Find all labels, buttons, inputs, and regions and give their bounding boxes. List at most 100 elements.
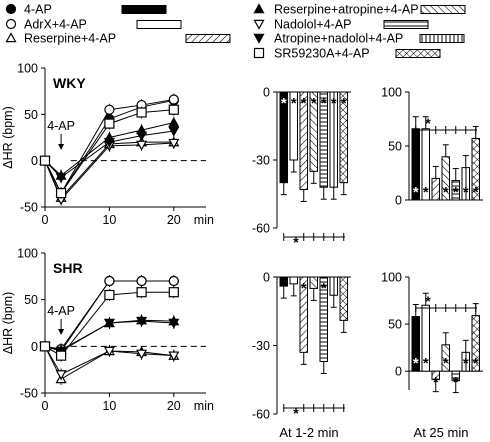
bar	[431, 177, 440, 201]
y-axis-label: ΔHR (bpm)	[1, 292, 15, 355]
panel-title: WKY	[53, 75, 86, 91]
legend-label: Reserpine+4-AP	[24, 32, 116, 46]
data-point	[39, 155, 51, 166]
panel-title: SHR	[53, 260, 83, 276]
significance-star: *	[281, 95, 287, 112]
y-tick-label: 100	[381, 86, 402, 100]
data-point	[103, 346, 115, 357]
data-point	[136, 131, 148, 142]
data-point	[168, 287, 179, 298]
bar	[279, 276, 288, 287]
significance-star: *	[453, 184, 459, 201]
legend-label: Nadolol+4-AP	[274, 18, 351, 32]
significance-star: *	[341, 95, 347, 112]
data-point	[104, 104, 115, 115]
legend-bar-swatch	[395, 49, 441, 58]
legend-marker	[253, 47, 265, 59]
data-point	[104, 289, 115, 301]
data-point	[136, 275, 147, 287]
significance-star: *	[473, 355, 479, 372]
legend-label: SR59230A+4-AP	[274, 47, 370, 61]
significance-star: *	[291, 95, 297, 112]
data-point	[39, 341, 51, 352]
y-tick-label: -50	[20, 387, 38, 401]
line-panel: -50 0 50 100 0 10 20 min ΔHR (bpm) WKY 4-AP	[1, 62, 214, 228]
x-tick-label: 10	[102, 213, 116, 227]
significance-star: *	[463, 355, 469, 372]
plot-area: -50 0 50 100 0 10 20 min ΔHR (bpm) WKY 4-AP -50 0 50 1…	[1, 62, 483, 422]
data-point	[104, 118, 115, 129]
stimulus-arrowhead	[58, 144, 65, 150]
stimulus-label: 4-AP	[47, 119, 75, 133]
significance-star: *	[433, 374, 439, 391]
legend-label: 4-AP	[24, 3, 52, 17]
significance-star: *	[301, 280, 307, 297]
legend-bar-swatch	[420, 5, 466, 14]
data-point	[136, 316, 148, 327]
line-panel: -50 0 50 100 0 10 20 min ΔHR (bpm) SHR 4-AP	[1, 247, 214, 414]
significance-star: *	[423, 355, 429, 372]
legend-bar-swatch	[121, 5, 167, 14]
y-axis-label: ΔHR (bpm)	[1, 106, 15, 169]
y-tick-label: 50	[388, 318, 402, 332]
y-tick-label: 50	[388, 140, 402, 154]
legend-bar-swatch	[383, 20, 429, 29]
y-tick-label: -60	[252, 408, 270, 422]
significance-star: *	[311, 95, 317, 112]
x-tick-label: 0	[42, 399, 49, 413]
x-unit-label: min	[194, 399, 214, 413]
significance-star: *	[321, 280, 327, 297]
legend-bar-swatch	[136, 20, 182, 29]
legend-marker	[5, 18, 17, 30]
bottom-label-late: At 25 min	[414, 425, 469, 440]
x-tick-label: 20	[167, 399, 181, 413]
bar	[339, 91, 348, 184]
y-tick-label: -50	[20, 201, 38, 215]
y-tick-label: 0	[31, 154, 38, 168]
significance-star: *	[443, 184, 449, 201]
y-tick-label: 100	[17, 247, 38, 261]
bar-panel: -60-300* * * * * * **	[252, 86, 351, 250]
bracket-star: *	[293, 234, 299, 250]
data-point	[168, 351, 180, 362]
stimulus-arrowhead	[58, 329, 65, 335]
bar	[309, 276, 318, 289]
data-point	[55, 173, 67, 184]
significance-star: *	[331, 95, 337, 112]
legend-marker	[5, 3, 17, 15]
legend-bar-swatch	[419, 34, 465, 43]
significance-star: *	[473, 184, 479, 201]
data-point	[136, 349, 148, 360]
data-point	[55, 188, 67, 199]
y-tick-label: 100	[17, 62, 38, 76]
data-point	[136, 107, 147, 118]
legend-label: Reserpine+atropine+4-AP	[274, 3, 419, 17]
data-point	[168, 94, 179, 105]
significance-star: *	[463, 184, 469, 201]
y-tick-label: 50	[24, 108, 38, 122]
y-tick-label: 0	[263, 271, 270, 285]
data-point	[55, 370, 67, 381]
y-tick-label: 0	[395, 365, 402, 379]
y-tick-label: 0	[31, 340, 38, 354]
bar	[339, 276, 348, 321]
significance-star: *	[453, 374, 459, 391]
bottom-label-early: At 1-2 min	[279, 425, 338, 440]
x-tick-label: 20	[167, 213, 181, 227]
legend-marker	[253, 19, 265, 30]
significance-star: *	[443, 355, 449, 372]
bar	[329, 276, 338, 296]
legend-label: Atropine+nadolol+4-AP	[274, 32, 403, 46]
legend-bar-swatch	[185, 34, 231, 43]
significance-star: *	[413, 184, 419, 201]
y-tick-label: 0	[263, 86, 270, 100]
data-point	[103, 318, 115, 329]
legend-marker	[253, 33, 265, 44]
significance-star: *	[413, 355, 419, 372]
bracket-star: *	[293, 405, 299, 421]
data-point	[104, 275, 115, 287]
y-tick-label: 100	[381, 271, 402, 285]
